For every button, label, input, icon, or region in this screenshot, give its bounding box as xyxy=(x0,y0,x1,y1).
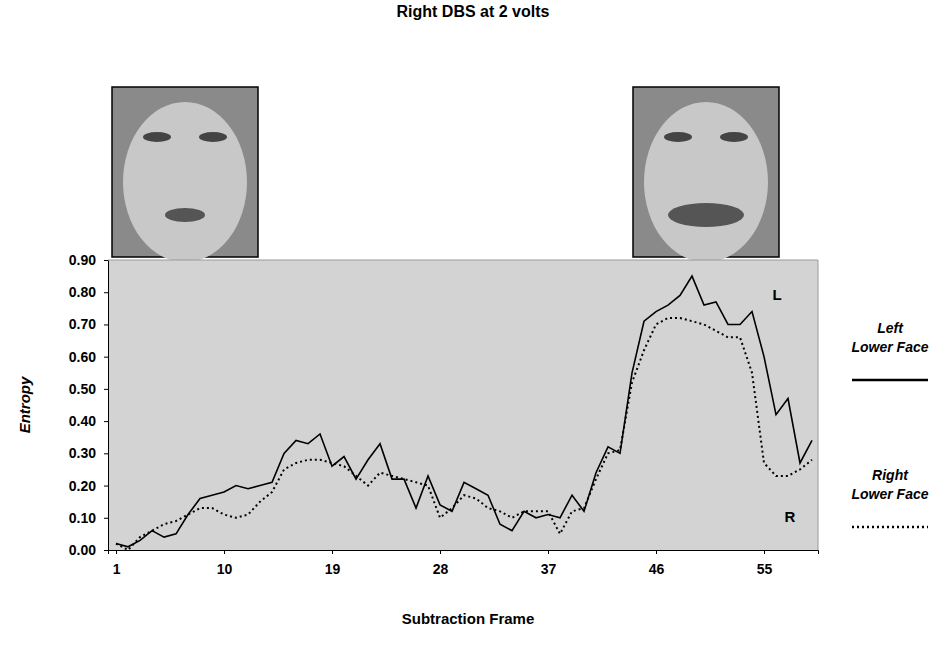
photo-face xyxy=(644,102,768,262)
x-axis: 1 10 19 28 37 46 55 xyxy=(109,550,819,577)
x-axis-line xyxy=(109,551,819,555)
series-line xyxy=(116,318,812,550)
y-tick: 0.30 xyxy=(69,445,108,461)
x-tick-label: 19 xyxy=(325,561,341,577)
y-axis: 0.00 0.10 0.20 0.30 0.40 0.50 0.60 0.70 0.80 0.90 xyxy=(69,252,109,558)
x-tick-label: 1 xyxy=(113,561,121,577)
x-tick-mark xyxy=(656,550,657,554)
y-tick: 0.60 xyxy=(69,349,108,365)
y-tick-mark xyxy=(104,421,108,422)
photo xyxy=(633,87,779,262)
y-tick: 0.40 xyxy=(69,413,108,429)
x-tick-label: 28 xyxy=(433,561,449,577)
y-tick-mark xyxy=(104,550,108,551)
y-axis-title: Entropy xyxy=(16,376,33,433)
y-axis-line xyxy=(104,261,109,551)
plot-frame xyxy=(818,260,819,550)
x-tick: 37 xyxy=(541,550,557,577)
x-tick: 10 xyxy=(217,550,233,577)
legend-swatch xyxy=(852,379,928,382)
y-tick: 0.70 xyxy=(69,316,108,332)
y-tick-label: 0.90 xyxy=(69,252,96,268)
y-tick: 0.90 xyxy=(69,252,108,268)
x-tick-mark xyxy=(332,550,333,554)
legend-swatch xyxy=(852,526,928,529)
y-tick-mark xyxy=(104,260,108,261)
legend-label: LeftLower Face xyxy=(851,320,928,355)
y-tick: 0.50 xyxy=(69,381,108,397)
y-tick: 0.80 xyxy=(69,284,108,300)
y-tick-label: 0.10 xyxy=(69,510,96,526)
y-tick-mark xyxy=(104,357,108,358)
y-tick-label: 0.80 xyxy=(69,284,96,300)
x-tick-label: 46 xyxy=(649,561,665,577)
x-tick-mark xyxy=(116,550,117,554)
plot-marks xyxy=(116,276,812,550)
x-tick: 55 xyxy=(757,550,773,577)
x-tick: 28 xyxy=(433,550,449,577)
x-tick: 19 xyxy=(325,550,341,577)
photo-eye xyxy=(143,132,171,142)
annotation: L xyxy=(772,286,781,303)
x-tick-label: 55 xyxy=(757,561,773,577)
y-tick-label: 0.30 xyxy=(69,445,96,461)
x-axis-title: Subtraction Frame xyxy=(402,610,535,627)
legend-label: RightLower Face xyxy=(851,467,928,502)
plot-area xyxy=(108,260,818,550)
series-line xyxy=(116,276,812,547)
x-tick-label: 37 xyxy=(541,561,557,577)
photo-eye xyxy=(720,132,748,142)
y-tick-label: 0.70 xyxy=(69,316,96,332)
legend-item: LeftLower Face xyxy=(851,320,928,380)
annotation: R xyxy=(785,508,796,525)
chart: Right DBS at 2 volts 1 10 19 28 37 46 55 0.00 0.1… xyxy=(0,0,949,649)
y-tick-mark xyxy=(104,518,108,519)
y-tick-mark xyxy=(104,292,108,293)
plot-frame xyxy=(108,260,818,261)
x-tick-mark xyxy=(440,550,441,554)
x-tick: 1 xyxy=(113,550,121,577)
x-tick-label: 10 xyxy=(217,561,233,577)
photo-mouth xyxy=(668,203,744,227)
y-tick-label: 0.40 xyxy=(69,413,96,429)
y-tick: 0.00 xyxy=(69,542,108,558)
photo-eye xyxy=(199,132,227,142)
y-tick-label: 0.50 xyxy=(69,381,96,397)
photo-eye xyxy=(664,132,692,142)
photo xyxy=(112,87,258,262)
photo-mouth xyxy=(165,208,205,222)
legend-item: RightLower Face xyxy=(851,467,928,527)
y-tick-mark xyxy=(104,453,108,454)
y-tick-mark xyxy=(104,389,108,390)
y-tick-label: 0.60 xyxy=(69,349,96,365)
title: Right DBS at 2 volts xyxy=(397,3,550,20)
x-tick-mark xyxy=(224,550,225,554)
x-tick: 46 xyxy=(649,550,665,577)
x-tick-mark xyxy=(548,550,549,554)
photo-face xyxy=(123,102,247,262)
y-tick-mark xyxy=(104,324,108,325)
y-tick-mark xyxy=(104,486,108,487)
y-tick: 0.20 xyxy=(69,478,108,494)
y-tick-label: 0.20 xyxy=(69,478,96,494)
y-tick-label: 0.00 xyxy=(69,542,96,558)
y-tick: 0.10 xyxy=(69,510,108,526)
x-tick-mark xyxy=(764,550,765,554)
